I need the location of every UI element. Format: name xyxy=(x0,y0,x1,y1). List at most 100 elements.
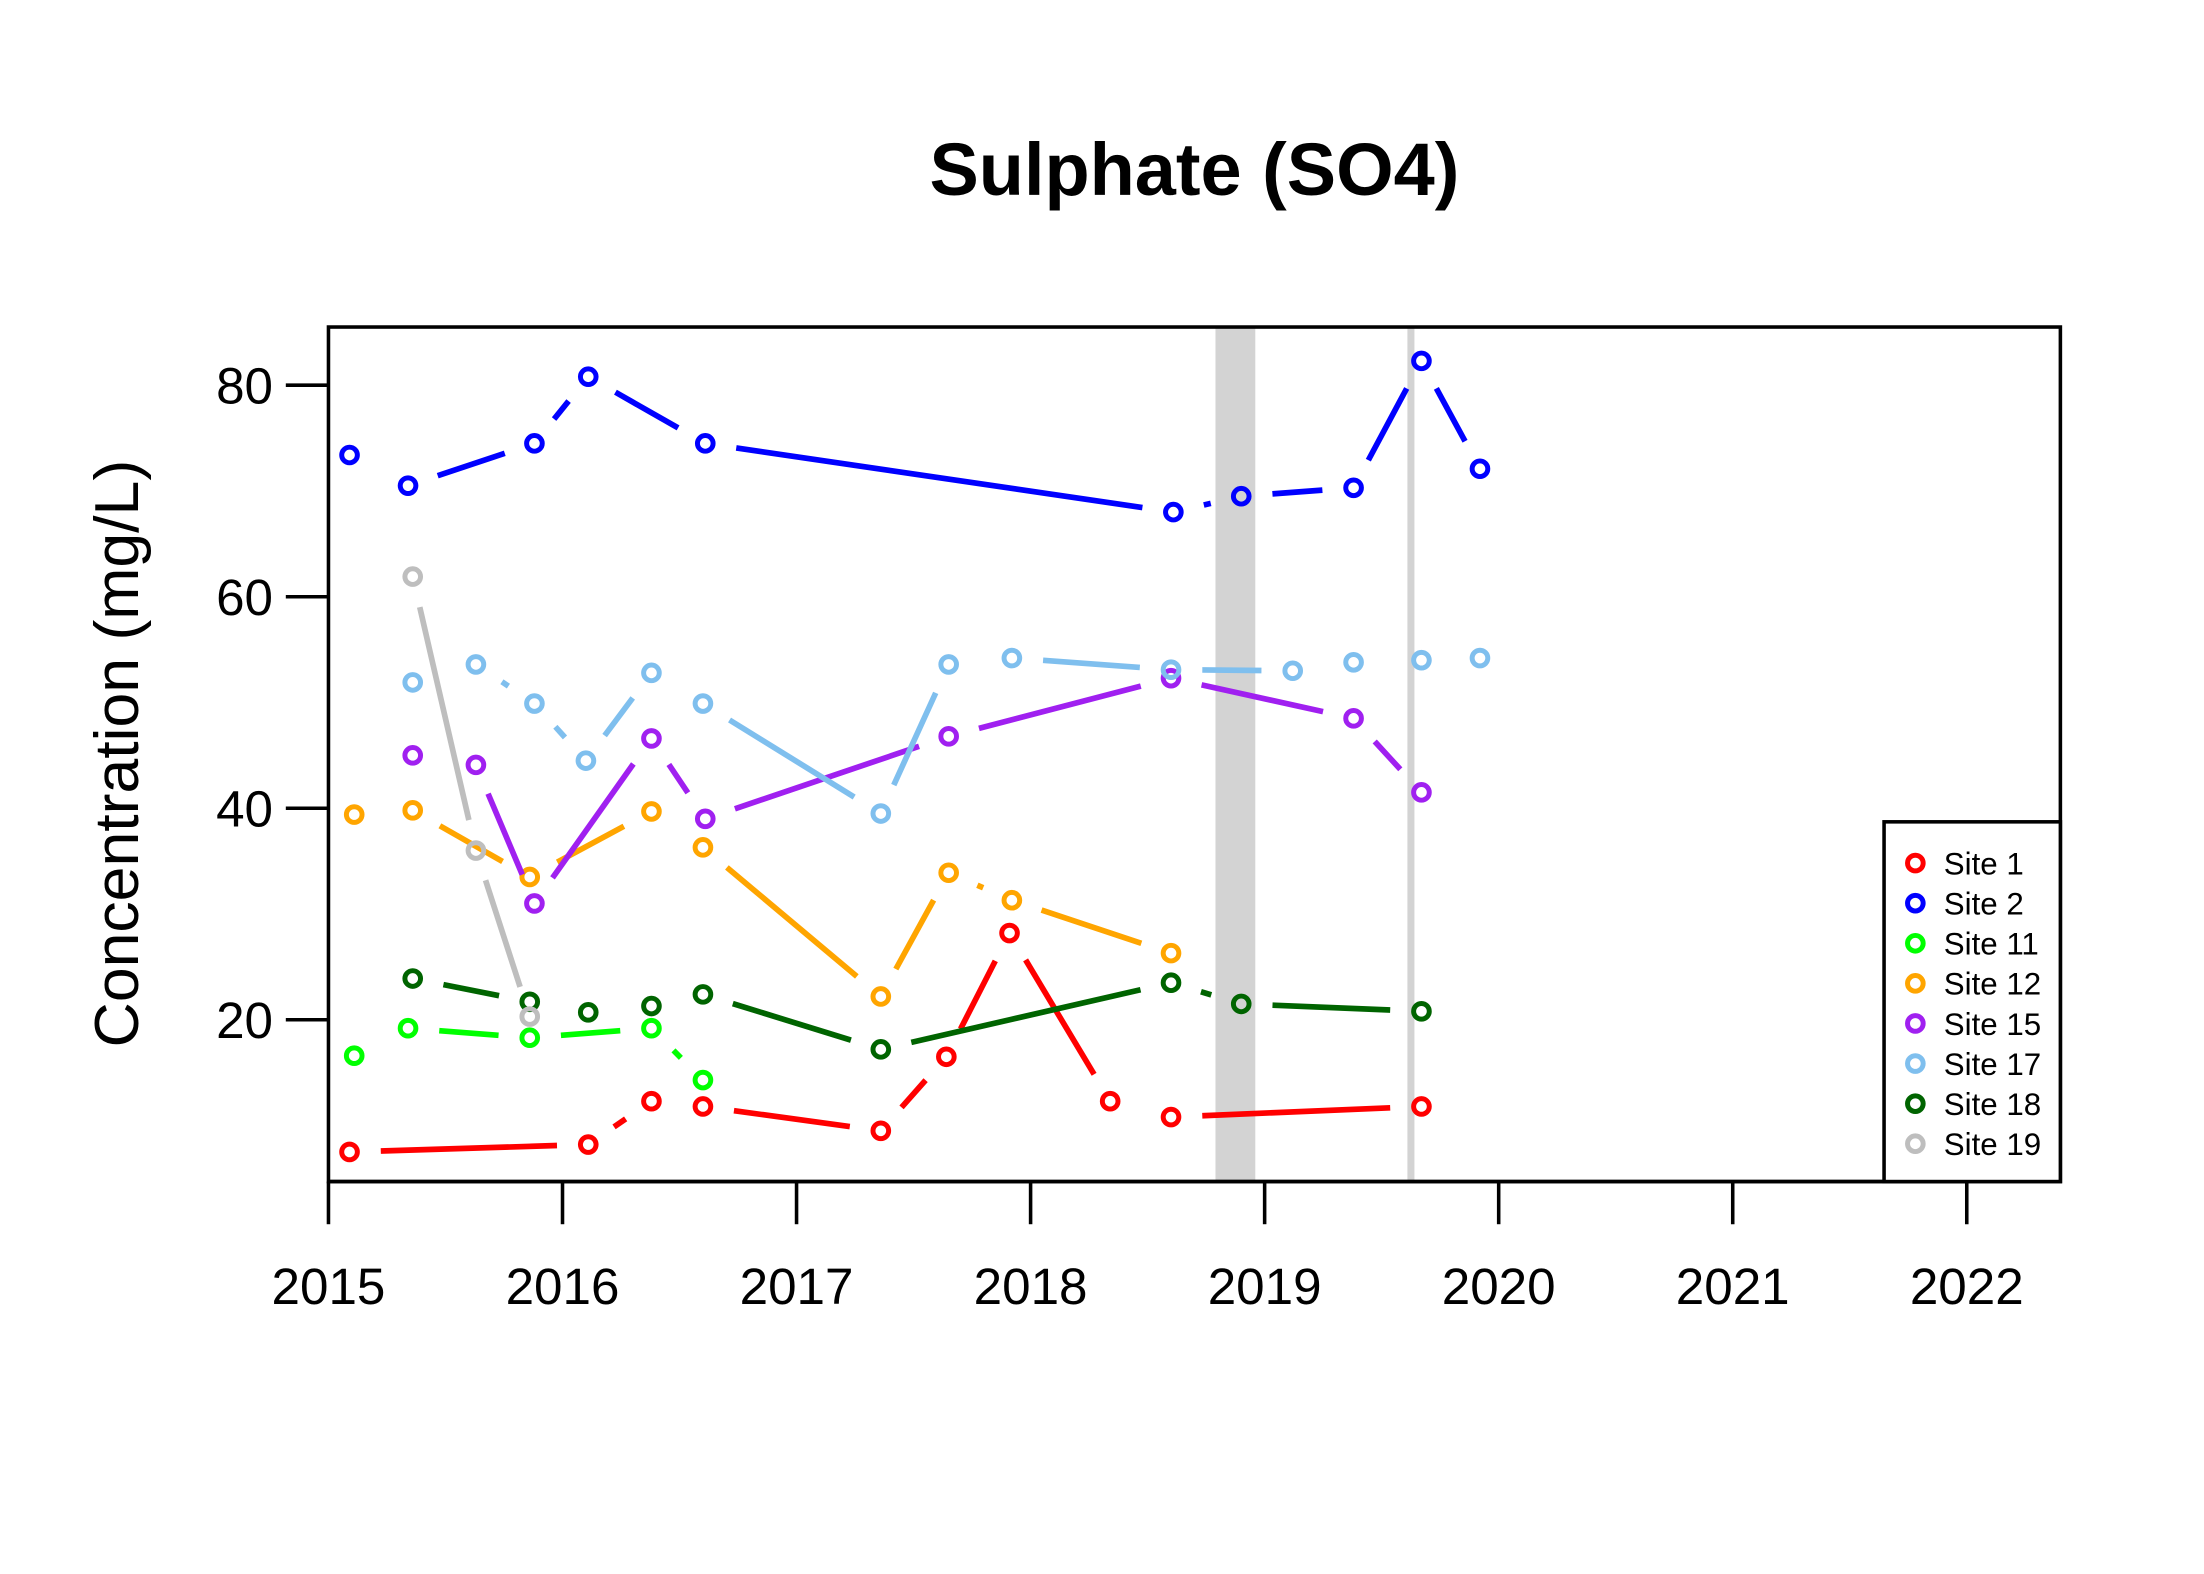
series-line-segment xyxy=(1200,989,1213,998)
data-point xyxy=(577,1134,599,1155)
series-line-segment xyxy=(416,606,472,821)
data-point xyxy=(692,693,714,714)
series-line-segment xyxy=(1203,500,1212,508)
series-line-segment xyxy=(1372,739,1403,772)
data-point xyxy=(339,1141,360,1163)
x-tick-label: 2016 xyxy=(506,1258,620,1315)
series-line-segment xyxy=(910,986,1142,1046)
series-line-segment xyxy=(899,1078,928,1110)
series-line-segment xyxy=(436,450,506,479)
data-point xyxy=(1343,651,1364,673)
data-point xyxy=(577,1002,599,1023)
legend-label: Site 17 xyxy=(1944,1047,2041,1082)
legend-item: Site 19 xyxy=(1905,1127,2041,1162)
data-point xyxy=(1160,942,1182,964)
series-line-segment xyxy=(614,389,680,431)
data-point xyxy=(1160,667,1182,689)
x-tick-label: 2020 xyxy=(1442,1258,1556,1315)
y-tick-label: 80 xyxy=(216,358,273,415)
data-point xyxy=(1230,993,1252,1015)
data-point xyxy=(524,893,545,914)
x-tick-label: 2021 xyxy=(1676,1258,1790,1315)
data-point xyxy=(1001,889,1023,911)
legend-label: Site 19 xyxy=(1944,1127,2041,1162)
data-point xyxy=(1469,647,1491,669)
series-line-segment xyxy=(1040,907,1143,946)
data-point xyxy=(343,804,365,825)
shaded-period xyxy=(1407,327,1415,1182)
data-point xyxy=(397,1017,419,1039)
legend-label: Site 18 xyxy=(1944,1087,2041,1122)
data-point xyxy=(575,750,597,771)
data-point xyxy=(692,1069,714,1091)
series-line-segment xyxy=(380,1142,558,1154)
data-point xyxy=(870,1039,892,1060)
data-point xyxy=(519,1006,541,1027)
legend-box xyxy=(1882,820,2063,1184)
data-point xyxy=(641,1090,662,1112)
series-line-segment xyxy=(1202,667,1262,674)
series-line-segment xyxy=(671,1048,683,1060)
x-tick-label: 2022 xyxy=(1910,1258,2024,1315)
series-line-segment xyxy=(442,981,500,999)
series-site-1 xyxy=(339,922,1432,1163)
shaded-period xyxy=(1215,327,1256,1182)
legend-label: Site 15 xyxy=(1944,1007,2041,1042)
series-site-15 xyxy=(402,667,1432,914)
data-point xyxy=(402,745,424,766)
data-point xyxy=(870,1120,892,1142)
legend-item: Site 17 xyxy=(1905,1047,2041,1082)
y-tick-label: 60 xyxy=(216,569,273,626)
legend-marker xyxy=(1905,1013,1926,1034)
series-line-segment xyxy=(551,399,571,421)
data-point xyxy=(641,1017,662,1039)
series-line-segment xyxy=(550,762,636,880)
series-line-segment xyxy=(482,879,523,988)
series-line-segment xyxy=(1200,682,1324,715)
data-point xyxy=(641,728,662,749)
series-line-segment xyxy=(500,679,511,689)
data-point xyxy=(694,433,716,454)
series-site-2 xyxy=(339,350,1491,523)
data-point xyxy=(465,654,487,675)
y-tick-label: 40 xyxy=(216,781,273,838)
series-line-segment xyxy=(1365,387,1410,462)
legend-label: Site 11 xyxy=(1944,927,2039,962)
y-axis-label: Concentration (mg/L) xyxy=(82,460,152,1048)
data-point xyxy=(1411,782,1432,803)
data-point xyxy=(1411,1096,1432,1117)
series-line-segment xyxy=(612,1116,628,1130)
legend-item: Site 18 xyxy=(1905,1087,2041,1122)
series-site-18 xyxy=(402,968,1432,1060)
series-line-segment xyxy=(1023,958,1097,1076)
series-site-19 xyxy=(402,566,541,1027)
data-point xyxy=(465,840,487,861)
series-line-segment xyxy=(439,1027,499,1039)
x-tick-label: 2019 xyxy=(1208,1258,1322,1315)
series-line-segment xyxy=(1272,1002,1391,1013)
data-point xyxy=(1230,485,1252,507)
legend-label: Site 2 xyxy=(1944,887,2024,922)
series-line-segment xyxy=(725,865,859,979)
data-point xyxy=(641,801,662,822)
series-line-segment xyxy=(958,959,998,1031)
x-tick-label: 2017 xyxy=(740,1258,854,1315)
series-site-12 xyxy=(343,800,1182,1007)
legend-item: Site 1 xyxy=(1905,846,2024,881)
data-point xyxy=(397,475,419,496)
series-line-segment xyxy=(1202,1104,1391,1119)
data-point xyxy=(870,986,892,1007)
data-point xyxy=(1469,458,1491,480)
data-point xyxy=(938,862,959,884)
series-line-segment xyxy=(978,683,1142,732)
series-line-segment xyxy=(666,762,691,795)
legend-marker xyxy=(1905,892,1926,914)
series-line-segment xyxy=(1433,387,1468,443)
data-point xyxy=(577,366,599,388)
series-site-17 xyxy=(402,647,1491,824)
legend-marker xyxy=(1905,1053,1926,1074)
data-point xyxy=(343,1045,365,1067)
data-point xyxy=(1160,972,1182,994)
